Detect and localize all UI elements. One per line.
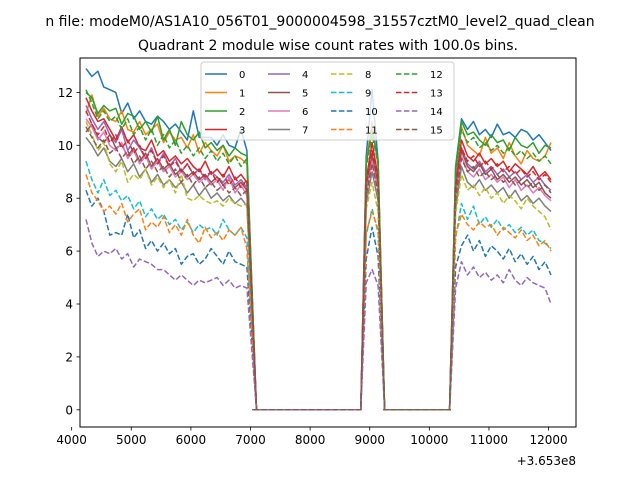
legend-label-0: 0 [239, 70, 245, 81]
figure-suptitle: n file: modeM0/AS1A10_056T01_9000004598_… [45, 14, 594, 30]
x-tick-label: 8000 [295, 433, 326, 447]
series-line-14 [85, 219, 552, 411]
legend-label-12: 12 [430, 70, 443, 81]
legend-label-13: 13 [430, 89, 443, 100]
y-tick-label: 10 [58, 139, 73, 153]
legend-label-6: 6 [302, 107, 308, 118]
plot-area [85, 68, 552, 411]
legend-label-2: 2 [239, 107, 245, 118]
chart-title: Quadrant 2 module wise count rates with … [138, 38, 518, 54]
legend-label-9: 9 [365, 89, 371, 100]
legend-label-14: 14 [430, 107, 443, 118]
series-line-3 [85, 97, 552, 411]
y-tick-label: 8 [65, 192, 73, 206]
legend-label-7: 7 [302, 126, 308, 137]
series-line-12 [85, 89, 552, 411]
x-tick-label: 12000 [529, 433, 567, 447]
y-tick-label: 0 [65, 403, 73, 417]
x-tick-label: 7000 [235, 433, 266, 447]
y-tick-label: 4 [65, 298, 73, 312]
x-tick-label: 5000 [116, 433, 147, 447]
x-tick-label: 10000 [410, 433, 448, 447]
x-offset-label: +3.653e8 [517, 454, 576, 468]
legend-box [200, 61, 455, 141]
legend-label-15: 15 [430, 126, 443, 137]
x-tick-label: 4000 [56, 433, 87, 447]
series-line-6 [85, 118, 552, 411]
legend-label-5: 5 [302, 89, 308, 100]
series-line-10 [85, 190, 552, 411]
legend-label-3: 3 [239, 126, 245, 137]
y-tick-label: 2 [65, 350, 73, 364]
x-axis: 4000 5000 6000 7000 8000 9000 10000 11000 12000 [56, 427, 568, 447]
series-line-11 [85, 174, 552, 411]
legend-label-4: 4 [302, 70, 308, 81]
series-line-13 [85, 110, 552, 411]
y-tick-label: 6 [65, 245, 73, 259]
series-line-15 [85, 126, 552, 411]
x-tick-label: 6000 [176, 433, 207, 447]
x-tick-label: 11000 [470, 433, 508, 447]
y-tick-label: 12 [58, 86, 73, 100]
legend-label-8: 8 [365, 70, 371, 81]
x-tick-label: 9000 [354, 433, 385, 447]
series-line-9 [85, 160, 552, 411]
axes-frame [79, 57, 577, 428]
legend-label-11: 11 [365, 126, 378, 137]
series-line-5 [85, 123, 552, 411]
y-axis: 0 2 4 6 8 10 12 [58, 86, 80, 417]
legend-label-10: 10 [365, 107, 378, 118]
legend-label-1: 1 [239, 89, 245, 100]
